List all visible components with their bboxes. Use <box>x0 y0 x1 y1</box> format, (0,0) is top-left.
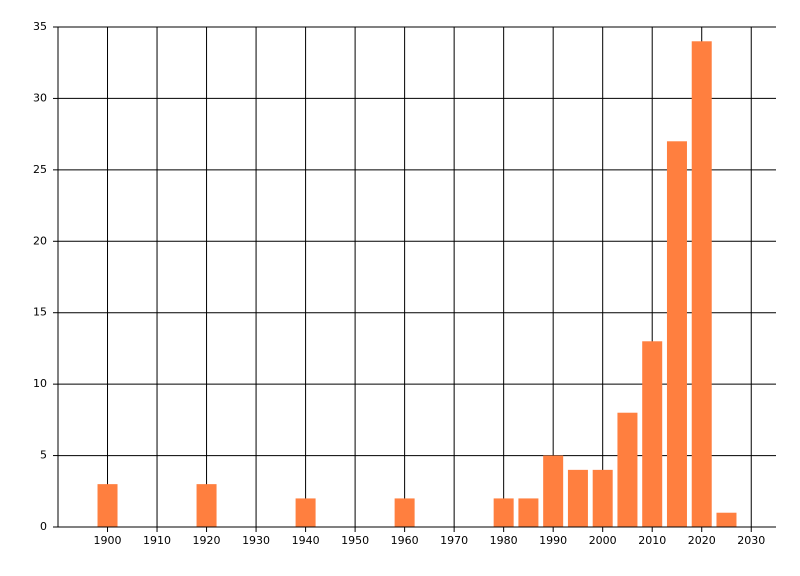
x-tick-label: 2010 <box>638 534 666 547</box>
bar <box>592 469 613 527</box>
y-tick-label: 15 <box>33 306 47 319</box>
bar <box>691 41 712 528</box>
x-tick-label: 1940 <box>292 534 320 547</box>
y-tick-label: 20 <box>33 234 47 247</box>
x-tick-label: 1960 <box>391 534 419 547</box>
bar <box>567 469 588 527</box>
x-tick-label: 2000 <box>589 534 617 547</box>
y-tick-label: 0 <box>40 520 47 533</box>
y-tick-label: 30 <box>33 91 47 104</box>
x-tick-label: 1930 <box>242 534 270 547</box>
x-tick-label: 2030 <box>737 534 765 547</box>
x-tick-label: 1900 <box>94 534 122 547</box>
x-tick-label: 1980 <box>490 534 518 547</box>
x-tick-label: 1920 <box>193 534 221 547</box>
bar <box>295 498 316 527</box>
bar <box>196 484 217 527</box>
bar <box>543 455 564 527</box>
bar <box>642 341 663 527</box>
bar <box>97 484 118 527</box>
bar <box>716 512 737 527</box>
x-tick-label: 2020 <box>688 534 716 547</box>
x-tick-label: 1950 <box>341 534 369 547</box>
bar <box>617 412 638 527</box>
bar <box>493 498 514 527</box>
y-tick-label: 35 <box>33 20 47 33</box>
x-tick-label: 1990 <box>539 534 567 547</box>
y-tick-label: 10 <box>33 377 47 390</box>
bar <box>666 141 687 528</box>
bar <box>518 498 539 527</box>
x-tick-label: 1910 <box>143 534 171 547</box>
y-tick-label: 25 <box>33 163 47 176</box>
y-tick-label: 5 <box>40 449 47 462</box>
bar <box>394 498 415 527</box>
x-tick-label: 1970 <box>440 534 468 547</box>
